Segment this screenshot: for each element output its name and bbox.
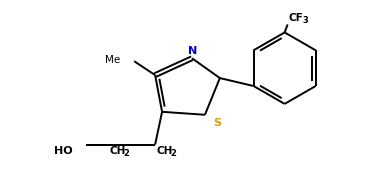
Text: CF: CF [289, 13, 303, 23]
Text: 3: 3 [303, 16, 308, 24]
Text: HO: HO [54, 146, 72, 156]
Text: CH: CH [109, 146, 126, 156]
Text: Me: Me [105, 55, 120, 65]
Text: 2: 2 [170, 149, 176, 158]
Text: 2: 2 [123, 149, 129, 158]
Text: CH: CH [156, 146, 172, 156]
Text: S: S [213, 118, 221, 128]
Text: N: N [188, 46, 198, 56]
